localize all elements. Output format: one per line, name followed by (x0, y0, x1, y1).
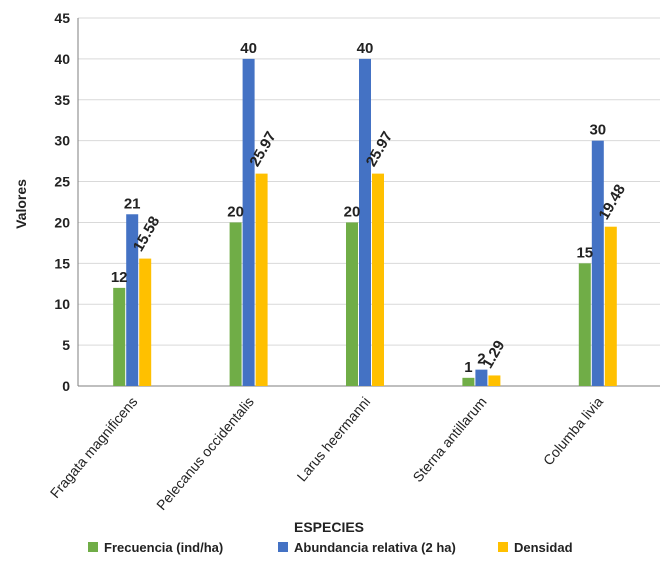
y-tick-labels: 0 5 10 15 20 25 30 35 40 45 (54, 10, 70, 394)
y-tick-label: 30 (54, 133, 70, 149)
legend-label: Abundancia relativa (2 ha) (294, 540, 456, 555)
bar (255, 173, 268, 386)
legend: Frecuencia (ind/ha) Abundancia relativa (… (88, 540, 573, 555)
data-label: 20 (227, 203, 244, 220)
y-tick-label: 25 (54, 174, 70, 190)
y-tick-label: 45 (54, 10, 70, 26)
legend-label: Densidad (514, 540, 573, 555)
bar (359, 58, 371, 387)
x-tick-label: Larus heermanni (294, 394, 374, 485)
x-tick-labels: Fragata magnificens Pelecanus occidentali… (47, 393, 607, 513)
bar (462, 377, 475, 386)
y-tick-label: 15 (54, 255, 70, 271)
data-label: 2 (477, 351, 485, 368)
legend-swatch (88, 542, 98, 552)
data-label: 1 (464, 359, 472, 376)
y-tick-label: 5 (62, 337, 70, 353)
y-tick-label: 35 (54, 92, 70, 108)
bar (475, 369, 488, 386)
bar (578, 263, 591, 386)
data-label: 20 (344, 203, 361, 220)
x-tick-label: Pelecanus occidentalis (153, 394, 257, 513)
bar (139, 258, 152, 386)
data-label: 21 (124, 195, 141, 212)
data-label: 30 (589, 122, 606, 139)
bar (591, 140, 604, 386)
legend-swatch (278, 542, 288, 552)
y-axis-title: Valores (13, 179, 29, 229)
legend-swatch (498, 542, 508, 552)
data-label: 1.29 (479, 338, 508, 372)
y-tick-label: 40 (54, 51, 70, 67)
bars (113, 58, 617, 387)
y-tick-label: 20 (54, 214, 70, 230)
bar (488, 375, 501, 386)
x-tick-label: Sterna antillarum (409, 394, 489, 485)
bar (346, 222, 358, 386)
bar (372, 173, 384, 386)
bar (229, 222, 242, 386)
x-axis-title: ESPECIES (294, 519, 364, 535)
data-label: 15 (576, 244, 593, 261)
y-tick-label: 0 (62, 378, 70, 394)
x-tick-label: Fragata magnificens (47, 394, 141, 501)
bar (113, 287, 126, 386)
data-label: 40 (240, 40, 257, 57)
bar (604, 226, 617, 386)
bar (126, 214, 139, 386)
data-label: 40 (357, 40, 374, 57)
data-label: 12 (111, 269, 128, 286)
bar (242, 58, 255, 387)
y-tick-label: 10 (54, 296, 70, 312)
legend-label: Frecuencia (ind/ha) (104, 540, 223, 555)
x-tick-label: Columba livia (540, 393, 606, 468)
